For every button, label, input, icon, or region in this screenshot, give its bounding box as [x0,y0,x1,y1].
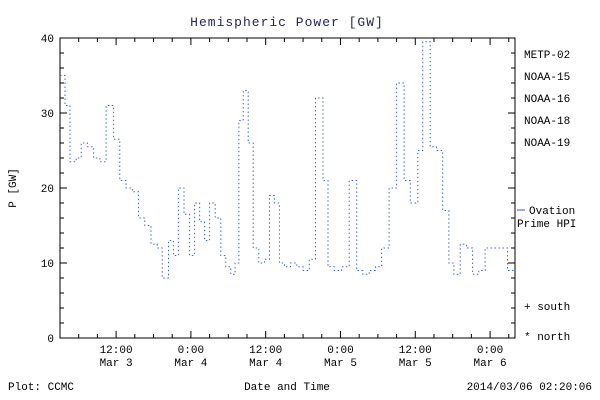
x-tick-time-label: 12:00 [399,345,432,357]
legend-item-metp-02: METP-02 [524,50,570,62]
y-tick-label: 30 [41,109,54,121]
hpi-step-line [60,41,515,279]
ovation-label-line1: Ovation [529,206,575,218]
y-axis-label: P [GW] [8,168,20,208]
legend-item-noaa-16: NOAA-16 [524,94,570,106]
x-tick-date-label: Mar 5 [399,358,432,370]
footer-timestamp: 2014/03/06 02:20:06 [467,382,592,394]
marker-legend-south: + south [524,302,570,314]
y-tick-label: 0 [47,334,54,346]
x-tick-date-label: Mar 3 [100,358,133,370]
chart-title: Hemispheric Power [GW] [190,15,384,30]
x-tick-date-label: Mar 6 [474,358,507,370]
x-tick-time-label: 0:00 [327,345,353,357]
y-tick-label: 40 [41,34,54,46]
ovation-label-line2: Prime HPI [517,219,576,231]
x-tick-time-label: 12:00 [249,345,282,357]
x-tick-time-label: 0:00 [477,345,503,357]
legend-item-noaa-15: NOAA-15 [524,72,570,84]
x-tick-date-label: Mar 4 [174,358,207,370]
x-axis-label: Date and Time [244,382,330,394]
x-tick-time-label: 0:00 [178,345,204,357]
x-tick-time-label: 12:00 [100,345,133,357]
x-tick-date-label: Mar 5 [324,358,357,370]
legend-item-noaa-19: NOAA-19 [524,138,570,150]
legend-item-noaa-18: NOAA-18 [524,116,570,128]
marker-legend-north: * north [524,332,570,344]
plot-frame [59,37,516,339]
x-tick-date-label: Mar 4 [249,358,282,370]
y-tick-label: 10 [41,259,54,271]
footer-plot-credit: Plot: CCMC [8,382,74,394]
y-tick-label: 20 [41,184,54,196]
